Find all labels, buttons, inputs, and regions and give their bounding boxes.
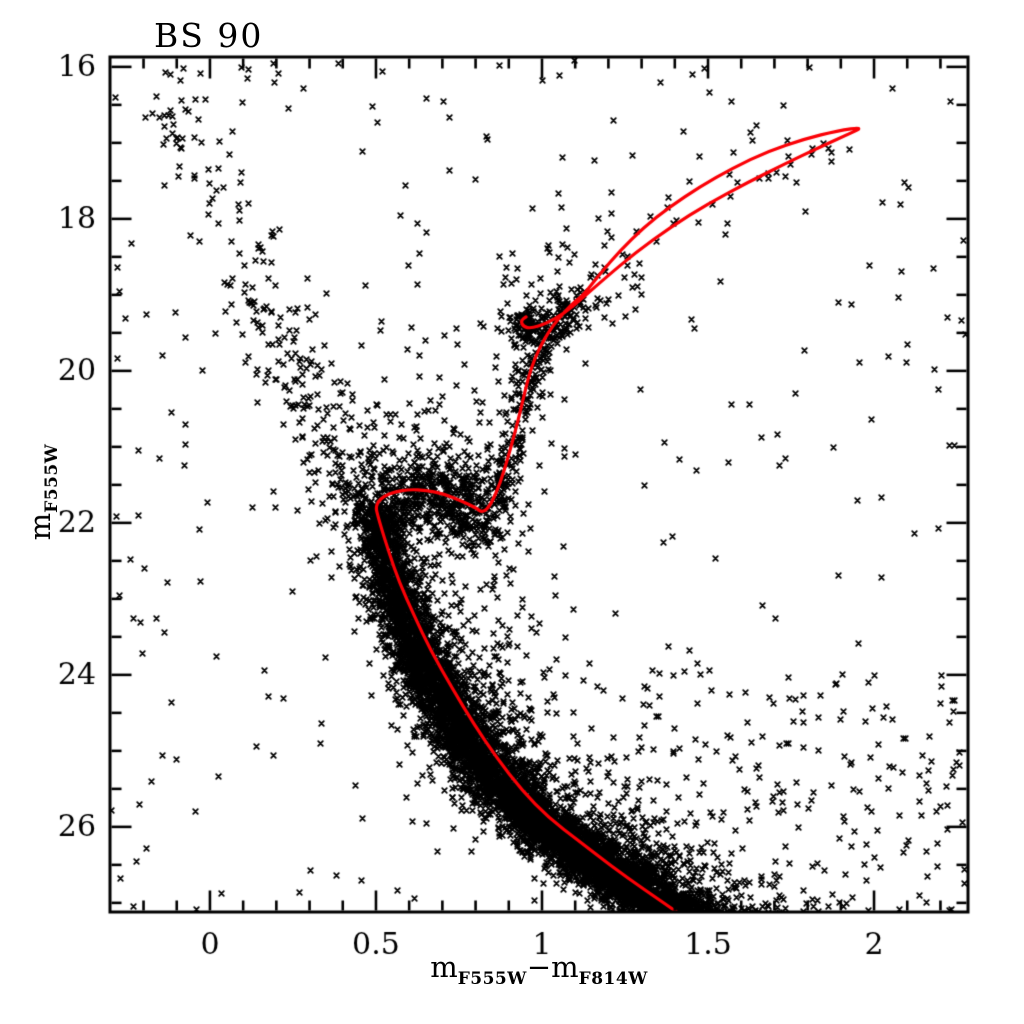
x-axis-label-m1: m bbox=[430, 950, 458, 984]
x-axis-label-m2: m bbox=[551, 950, 579, 984]
y-axis-label-m: m bbox=[23, 512, 57, 541]
x-axis-label-minus: − bbox=[526, 950, 552, 984]
chart-title: BS 90 bbox=[154, 16, 264, 55]
y-axis-label: mF555W bbox=[23, 444, 62, 541]
x-axis-label-sub2: F814W bbox=[578, 969, 648, 989]
x-axis-label-sub1: F555W bbox=[457, 969, 527, 989]
x-axis-label: mF555W−mF814W bbox=[110, 950, 968, 989]
y-axis-label-sub: F555W bbox=[42, 443, 62, 513]
